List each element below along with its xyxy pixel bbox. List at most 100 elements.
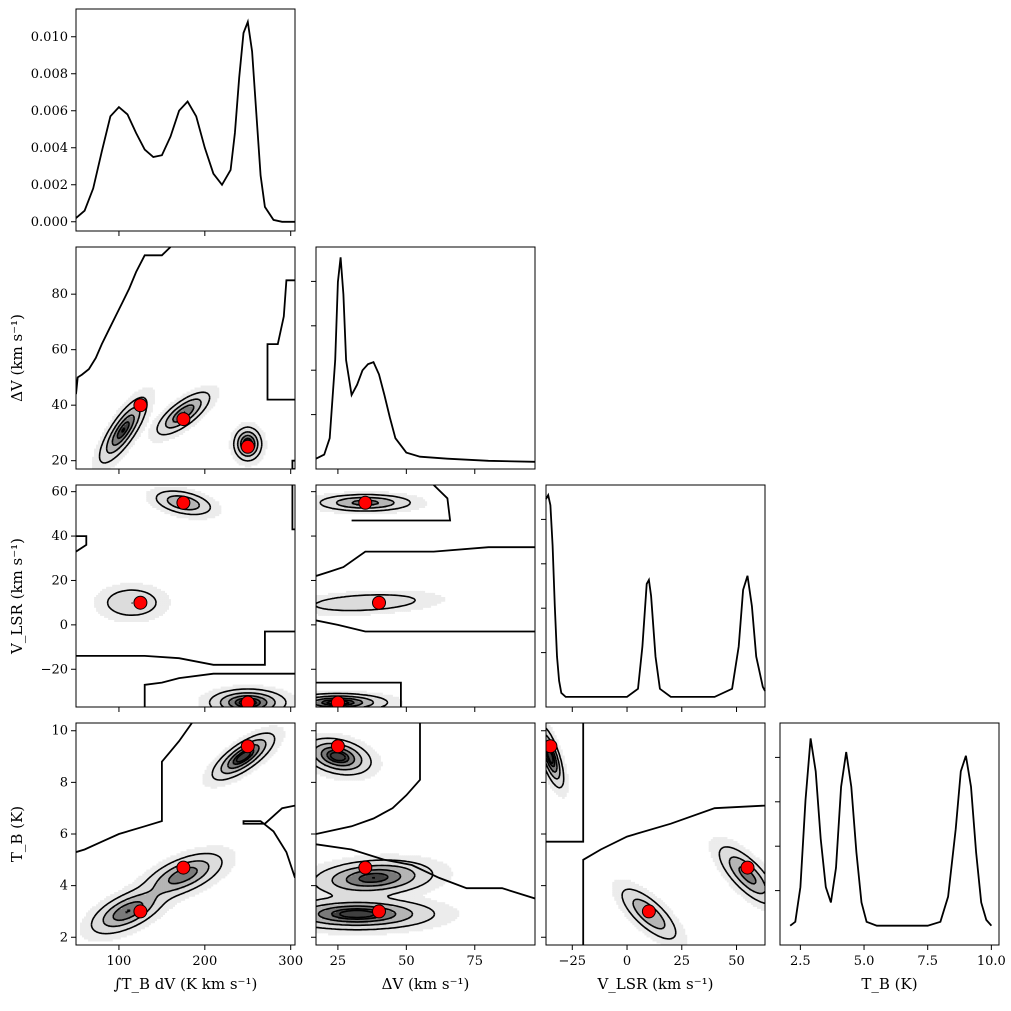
contour-panel-3-0	[75, 722, 296, 946]
panel-frame	[75, 246, 296, 470]
x-tick-label: 25	[674, 954, 691, 969]
contour-line	[316, 737, 436, 931]
outer-contour	[316, 723, 421, 835]
outer-contour	[266, 279, 295, 401]
truth-marker	[372, 904, 386, 919]
truth-marker	[240, 439, 255, 454]
y-tick-label: 0.008	[31, 67, 68, 82]
histogram-panel-3	[779, 722, 1000, 946]
truth-marker	[546, 739, 558, 754]
x-axis-label-0: ∫T_B dV (K km s⁻¹)	[114, 975, 258, 993]
truth-marker	[176, 412, 191, 427]
contour-panel-3-2	[545, 722, 766, 946]
outer-contour	[143, 672, 295, 707]
histogram-panel-2	[545, 484, 766, 708]
contour-line	[106, 490, 287, 707]
outer-contour	[316, 546, 535, 577]
x-tick-label: 300	[278, 954, 303, 969]
outer-contour	[291, 459, 295, 469]
contour-line	[98, 391, 263, 464]
truth-marker	[176, 495, 191, 510]
outer-contour	[76, 535, 88, 553]
x-tick-label: 0	[623, 954, 631, 969]
y-tick-label: 20	[51, 573, 68, 588]
x-axis-label-3: T_B (K)	[861, 975, 917, 993]
outer-contour	[76, 630, 295, 666]
panel-frame	[545, 484, 766, 708]
y-tick-label: 40	[51, 529, 68, 544]
histogram-curve-1	[315, 257, 536, 463]
y-tick-label: 60	[51, 485, 68, 500]
truth-marker	[330, 695, 345, 707]
y-tick-label: 0	[60, 618, 68, 633]
truth-marker	[330, 739, 345, 754]
truth-marker	[133, 398, 148, 413]
histogram-curve-2	[545, 492, 766, 698]
contour-line	[227, 695, 268, 707]
x-tick-label: −25	[559, 954, 586, 969]
outer-contour	[582, 804, 765, 945]
contour-panel-1-0	[75, 246, 296, 470]
outer-contour	[546, 723, 585, 843]
panel-frame	[779, 722, 1000, 946]
y-axis-label-3: T_B (K)	[8, 806, 26, 862]
outer-contour	[351, 485, 452, 522]
x-tick-label: 100	[107, 954, 132, 969]
y-tick-label: 2	[60, 930, 68, 945]
x-tick-label: 5.0	[854, 954, 875, 969]
truth-marker	[176, 860, 191, 875]
histogram-panel-0	[75, 8, 296, 232]
outer-contour	[291, 485, 295, 531]
contour-line	[105, 398, 259, 457]
x-tick-label: 200	[192, 954, 217, 969]
contour-panel-3-1	[315, 722, 536, 946]
panel-frame	[75, 8, 296, 232]
y-tick-label: 8	[60, 775, 68, 790]
outer-contour	[76, 723, 193, 853]
y-axis-label-2: V_LSR (km s⁻¹)	[8, 538, 26, 655]
outer-contour	[242, 804, 295, 879]
contour-line	[546, 727, 765, 940]
y-tick-label: 0.006	[31, 104, 68, 119]
truth-marker	[358, 495, 373, 510]
panel-frame	[315, 246, 536, 470]
x-tick-label: 25	[330, 954, 347, 969]
x-axis-label-2: V_LSR (km s⁻¹)	[596, 975, 713, 993]
x-tick-label: 7.5	[917, 954, 938, 969]
truth-marker	[133, 904, 148, 919]
y-tick-label: −20	[41, 662, 68, 677]
x-tick-label: 10.0	[977, 954, 1006, 969]
y-tick-label: 80	[51, 287, 68, 302]
y-tick-label: 6	[60, 827, 68, 842]
y-tick-label: 10	[51, 724, 68, 739]
truth-marker	[641, 904, 656, 919]
contour-panel-2-1	[315, 484, 536, 708]
x-tick-label: 50	[398, 954, 415, 969]
outer-contour	[316, 619, 535, 633]
panel-frame	[315, 484, 536, 708]
histogram-curve-0	[75, 18, 295, 223]
x-tick-label: 2.5	[790, 954, 811, 969]
y-tick-label: 4	[60, 879, 68, 894]
truth-marker	[358, 860, 373, 875]
panel-frame	[75, 484, 296, 708]
y-axis-label-1: ΔV (km s⁻¹)	[8, 314, 26, 402]
x-axis-label-1: ΔV (km s⁻¹)	[382, 975, 470, 993]
y-tick-label: 0.002	[31, 178, 68, 193]
contour-line	[316, 742, 416, 927]
y-tick-label: 60	[51, 343, 68, 358]
truth-marker	[133, 595, 148, 610]
histogram-curve-3	[789, 738, 993, 927]
x-tick-label: 75	[467, 954, 484, 969]
contour-line	[90, 732, 276, 935]
truth-marker	[240, 695, 255, 707]
outer-contour	[316, 843, 535, 900]
outer-contour	[316, 681, 402, 707]
truth-marker	[740, 860, 755, 875]
y-tick-label: 0.010	[31, 30, 68, 45]
y-tick-label: 0.000	[31, 215, 68, 230]
contour-panel-2-0	[75, 484, 296, 708]
truth-marker	[372, 595, 386, 610]
y-tick-label: 0.004	[31, 141, 68, 156]
outer-contour	[76, 247, 172, 395]
